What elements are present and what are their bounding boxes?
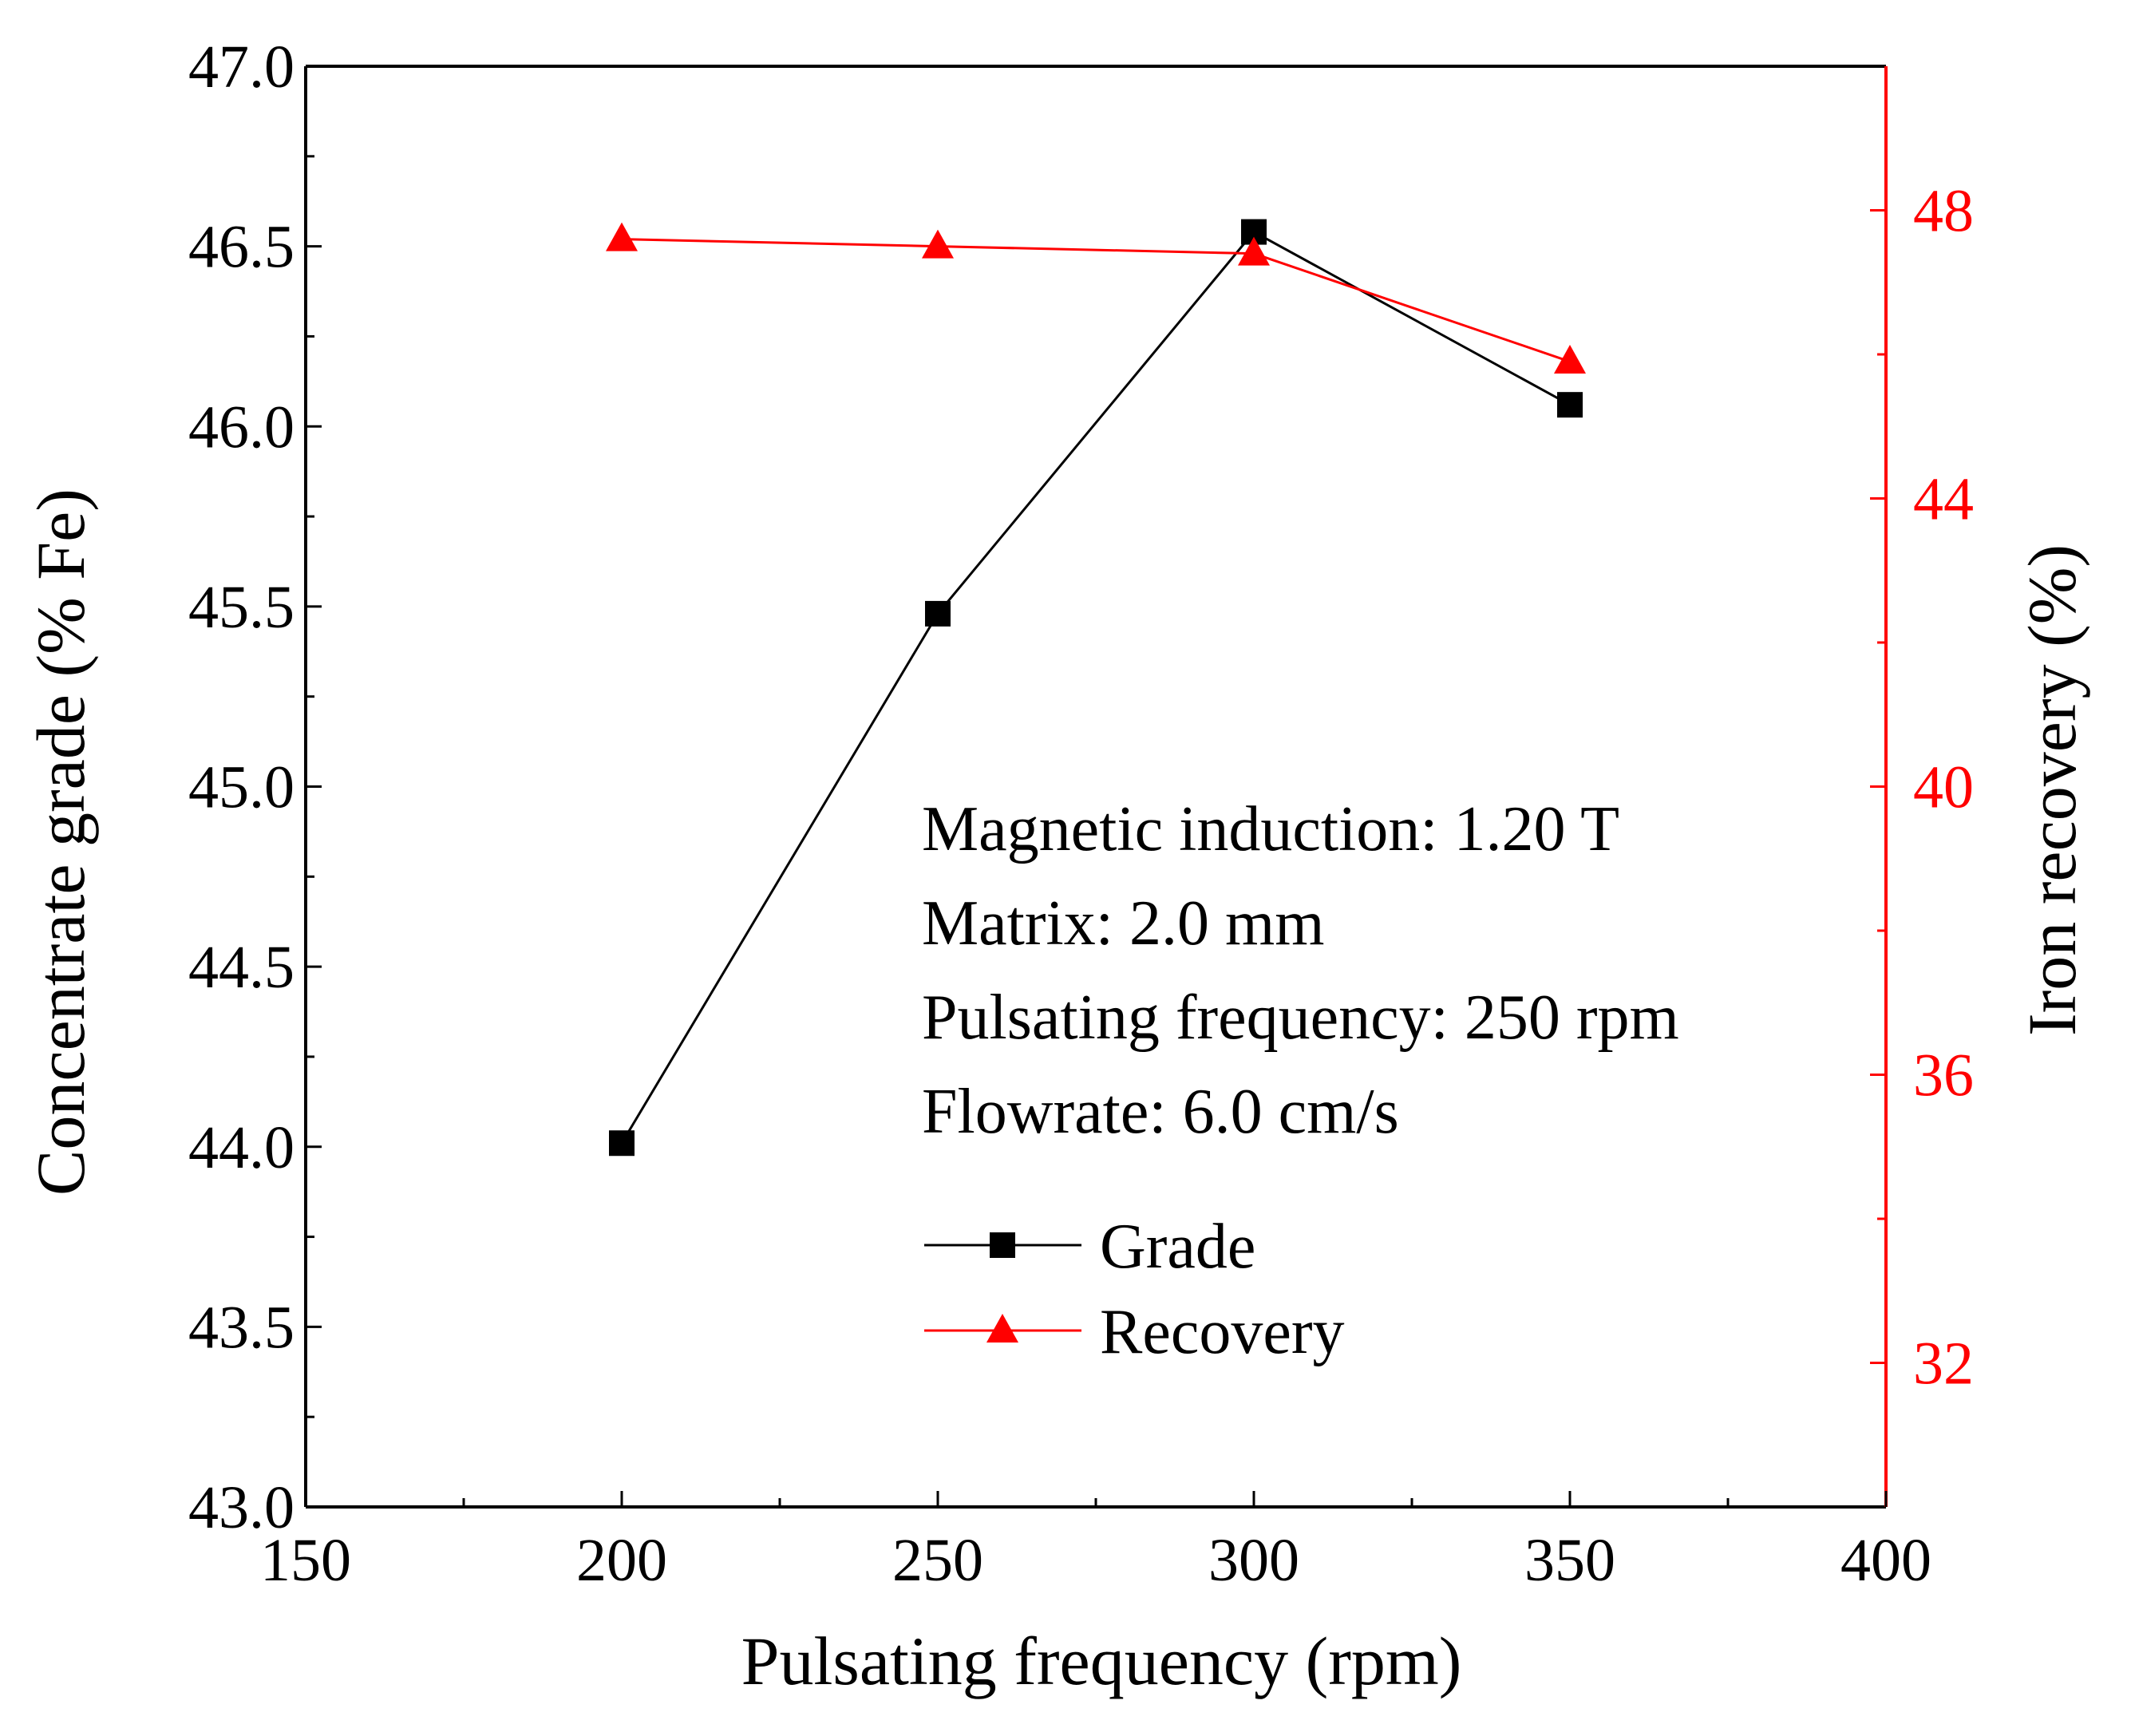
annotation-matrix: Matrix: 2.0 mm <box>922 888 1324 959</box>
recovery-point-350 <box>1554 345 1586 374</box>
x-tick-label: 350 <box>1524 1527 1615 1594</box>
y2-tick-label: 36 <box>1913 1042 1974 1109</box>
y-tick-label: 44.0 <box>188 1114 295 1181</box>
legend-grade-label: Grade <box>1100 1212 1255 1282</box>
legend-grade-marker <box>990 1232 1015 1258</box>
x-axis-title: Pulsating frequency (rpm) <box>741 1623 1462 1699</box>
recovery-point-300 <box>1238 236 1270 266</box>
x-tick-label: 300 <box>1208 1527 1299 1594</box>
axes-layer: 150 200 250 300 350 400 43.0 43.5 44.0 44.5 45.0 45… <box>188 34 1974 1594</box>
y-tick-label: 46.0 <box>188 393 295 461</box>
annotation-box: Magnetic induction: 1.20 T Matrix: 2.0 m… <box>922 794 1679 1147</box>
annotation-pulsating-frequency: Pulsating frequency: 250 rpm <box>922 983 1679 1053</box>
recovery-point-250 <box>922 229 954 259</box>
y-tick-label: 43.0 <box>188 1474 295 1541</box>
series-line-recovery <box>621 238 1571 363</box>
legend-recovery-label: Recovery <box>1100 1297 1345 1367</box>
grade-point-200 <box>609 1130 635 1157</box>
y-tick-label: 45.0 <box>188 754 295 821</box>
y-tick-label: 43.5 <box>188 1294 295 1361</box>
y2-tick-label: 48 <box>1913 178 1974 245</box>
y-tick-label: 44.5 <box>188 934 295 1001</box>
y-tick-label: 46.5 <box>188 214 295 281</box>
x-tick-label: 150 <box>260 1527 351 1594</box>
series-layer <box>606 219 1586 1157</box>
y2-tick-label: 44 <box>1913 466 1974 533</box>
legend-recovery-marker <box>986 1314 1018 1343</box>
y-tick-label: 45.5 <box>188 574 295 641</box>
y2-axis-title: Iron recovery (%) <box>2014 544 2090 1036</box>
recovery-point-200 <box>606 222 638 251</box>
x-tick-label: 400 <box>1840 1527 1931 1594</box>
x-tick-label: 200 <box>576 1527 667 1594</box>
y2-tick-label: 40 <box>1913 754 1974 821</box>
annotation-magnetic-induction: Magnetic induction: 1.20 T <box>922 794 1619 864</box>
legend: Grade Recovery <box>924 1212 1345 1367</box>
grade-point-250 <box>925 600 951 627</box>
annotation-flowrate: Flowrate: 6.0 cm/s <box>922 1077 1399 1147</box>
grade-point-350 <box>1557 392 1583 418</box>
y-tick-label: 47.0 <box>188 34 295 101</box>
series-line-grade <box>620 230 1571 1145</box>
y-axis-title: Concentrate grade (% Fe) <box>22 488 99 1196</box>
y2-tick-label: 32 <box>1913 1331 1974 1398</box>
x-tick-label: 250 <box>892 1527 983 1594</box>
